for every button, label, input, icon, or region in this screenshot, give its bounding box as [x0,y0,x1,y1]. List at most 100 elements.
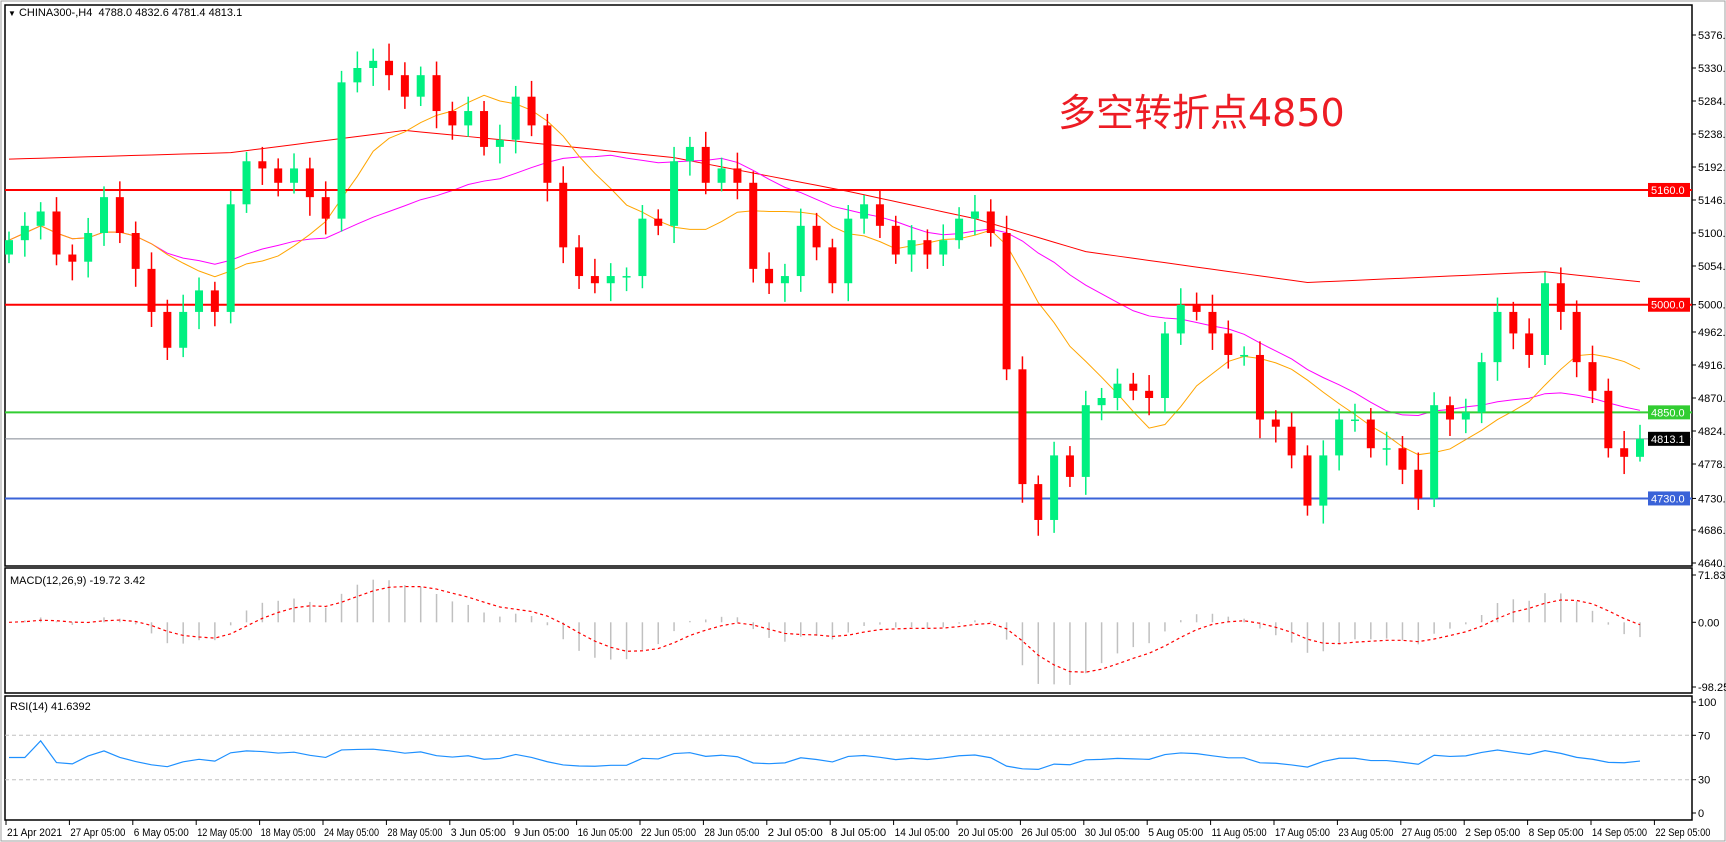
time-axis-label: 5 Aug 05:00 [1148,827,1203,839]
candle-body [274,168,283,183]
candle-body [844,218,853,284]
price-axis-label: 5100.0 [1698,228,1726,240]
pivot-annotation: 多空转折点4850 [1058,91,1345,135]
candle-body [290,168,299,183]
time-axis-label: 28 May 05:00 [387,827,442,839]
price-axis-label: 5192.0 [1698,162,1726,174]
rsi-axis-label: 100 [1698,697,1716,709]
macd-axis-label: 0.00 [1698,617,1719,629]
candle-body [1208,311,1217,334]
candle-body [796,225,805,277]
hline-price-tag [1648,431,1690,446]
hline-price-label: 4730.0 [1651,493,1685,505]
candle-body [1350,419,1359,422]
hline-price-tag [1648,182,1690,197]
time-axis-label: 26 Jul 05:00 [1021,827,1076,839]
collapse-triangle-icon[interactable]: ▼ [8,9,16,18]
candle-body [1002,233,1011,370]
candle-body [1620,448,1629,457]
candle-body [480,111,489,147]
candle-body [606,276,615,284]
candle-body [1493,311,1502,363]
time-axis-label: 8 Sep 05:00 [1529,827,1584,839]
candle-body [939,240,948,255]
candle-body [258,161,267,169]
candle-body [638,218,647,277]
time-axis-label: 8 Jul 05:00 [831,827,886,839]
time-axis-label: 22 Sep 05:00 [1655,827,1710,839]
candle-body [337,82,346,219]
rsi-axis-label: 0 [1698,808,1704,820]
candle-body [464,111,473,126]
time-axis-label: 2 Sep 05:00 [1465,827,1520,839]
candle-body [495,139,504,147]
candle-body [1034,484,1043,520]
candle-body [1271,419,1280,427]
candle-body [369,60,378,69]
time-axis-label: 20 Jul 05:00 [958,827,1013,839]
candle-body [1588,362,1597,391]
candle-body [1461,412,1470,420]
candle-body [321,197,330,219]
candle-body [84,233,93,262]
candle-body [670,161,679,226]
candle-body [100,197,109,234]
candle-body [527,96,536,126]
candle-body [575,247,584,277]
candle-body [20,225,29,241]
time-axis-label: 16 Jun 05:00 [578,827,633,839]
candle-body [68,254,77,262]
macd-signal-line [8,585,1641,673]
price-axis-label: 4778.0 [1698,459,1726,471]
price-axis-label: 5376.0 [1698,30,1726,42]
candle-body [875,204,884,226]
macd-axis-label: -98.25 [1698,682,1726,694]
hline-price-label: 4850.0 [1651,407,1685,419]
time-axis-label: 18 May 05:00 [261,827,316,839]
candle-body [1097,398,1106,406]
candle-body [1081,405,1090,477]
price-axis-label: 4640.0 [1698,558,1726,570]
candle-body [986,211,995,234]
candle-body [828,247,837,284]
candle-body [654,218,663,226]
candle-body [701,146,710,183]
candle-body [5,240,13,255]
candle-body [1050,455,1059,520]
macd-axis-label: 71.83 [1698,570,1726,582]
time-axis-label: 21 Apr 2021 [7,827,62,839]
time-axis-label: 27 Aug 05:00 [1402,827,1457,839]
hline-price-label: 5160.0 [1651,185,1685,197]
price-axis-label: 4916.0 [1698,360,1726,372]
time-axis-label: 14 Sep 05:00 [1592,827,1647,839]
price-axis-label: 5238.0 [1698,129,1726,141]
main-panel [4,4,1693,567]
candle-body [242,161,251,205]
candle-body [543,125,552,183]
time-axis-label: 28 Jun 05:00 [704,827,759,839]
rsi-axis-label: 30 [1698,775,1710,787]
candle-body [305,168,314,198]
candle-body [1113,383,1122,399]
candle-body [210,290,219,312]
rsi-axis-label: 70 [1698,730,1710,742]
time-axis-label: 9 Jun 05:00 [514,827,569,839]
candle-body [1018,369,1027,485]
candle-body [1509,311,1518,334]
candle-body [1477,362,1486,413]
candle-body [1366,419,1375,449]
candle-body [923,240,932,255]
candle-body [36,211,45,226]
candle-body [733,168,742,183]
candle-body [131,233,140,269]
candle-body [1176,304,1185,334]
candle-body [1445,405,1454,420]
candle-body [590,276,599,284]
candle-body [1604,390,1613,449]
candle-body [1287,426,1296,456]
candle-body [448,111,457,126]
price-axis-label: 4730.0 [1698,493,1726,505]
time-axis-label: 27 Apr 05:00 [70,827,125,839]
candle-body [970,211,979,219]
